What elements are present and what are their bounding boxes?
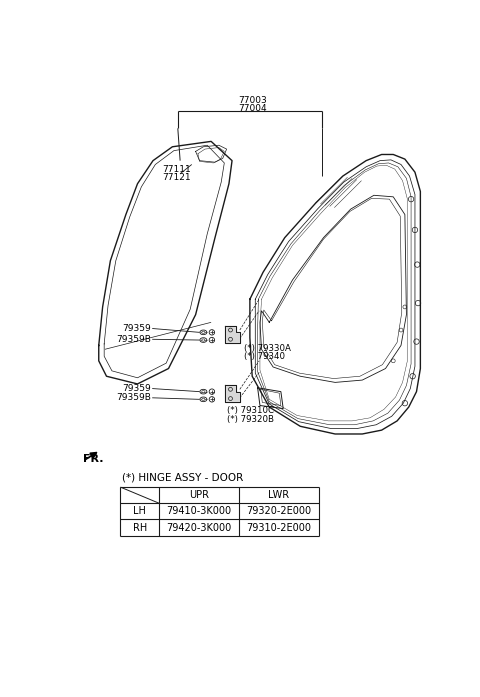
Text: UPR: UPR: [189, 490, 209, 500]
Ellipse shape: [202, 390, 205, 393]
Text: LH: LH: [133, 507, 146, 516]
Ellipse shape: [202, 398, 205, 401]
Polygon shape: [225, 326, 240, 343]
Text: 77111: 77111: [162, 165, 191, 174]
Text: 79310-2E000: 79310-2E000: [246, 523, 312, 533]
Text: (*) 79320B: (*) 79320B: [227, 415, 274, 424]
Ellipse shape: [202, 339, 205, 342]
Text: 77003: 77003: [238, 96, 266, 105]
Text: (*) HINGE ASSY - DOOR: (*) HINGE ASSY - DOOR: [122, 473, 243, 483]
Text: (*) 79330A: (*) 79330A: [244, 344, 290, 353]
Text: 79359: 79359: [123, 324, 152, 333]
Text: 79320-2E000: 79320-2E000: [246, 507, 312, 516]
Text: FR.: FR.: [83, 454, 104, 464]
Text: (*) 79310C: (*) 79310C: [227, 406, 274, 415]
Text: 77121: 77121: [162, 173, 191, 182]
Text: (*) 79340: (*) 79340: [244, 353, 285, 362]
Text: 79359B: 79359B: [117, 335, 152, 344]
Ellipse shape: [202, 331, 205, 333]
Text: 79410-3K000: 79410-3K000: [167, 507, 232, 516]
Text: RH: RH: [132, 523, 147, 533]
Text: 79420-3K000: 79420-3K000: [167, 523, 232, 533]
Text: 79359B: 79359B: [117, 393, 152, 402]
Text: 77004: 77004: [238, 104, 266, 113]
Text: LWR: LWR: [268, 490, 289, 500]
Text: 79359: 79359: [123, 384, 152, 393]
Polygon shape: [225, 385, 240, 402]
